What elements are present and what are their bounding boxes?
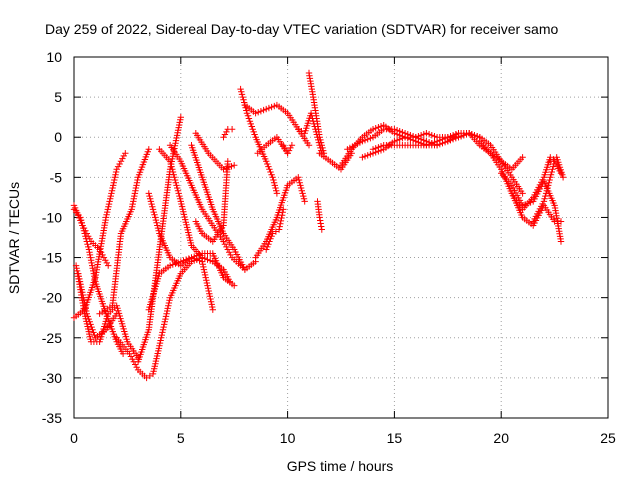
y-tick-label: 10 <box>46 49 62 65</box>
series-markers <box>220 126 236 141</box>
series-s4 <box>72 262 142 361</box>
series-s22 <box>280 142 296 157</box>
series-markers <box>145 250 238 313</box>
series-s9 <box>145 190 216 313</box>
series-markers <box>113 254 206 382</box>
series-s21 <box>263 206 287 253</box>
y-axis-label: SDTVAR / TECUs <box>6 182 22 294</box>
series-markers <box>166 142 249 273</box>
series-markers <box>263 206 287 253</box>
series-markers <box>145 190 216 313</box>
chart-title: Day 259 of 2022, Sidereal Day-to-day VTE… <box>45 21 558 37</box>
series-s13 <box>145 250 238 313</box>
plot-frame <box>73 56 609 419</box>
series-s24 <box>305 69 328 157</box>
series-markers <box>192 158 231 245</box>
series-s36 <box>547 154 567 181</box>
series-s1 <box>70 150 129 321</box>
x-tick-label: 0 <box>70 430 78 446</box>
series-markers <box>476 138 565 229</box>
x-tick-label: 5 <box>177 430 185 446</box>
series-markers <box>547 154 567 181</box>
series-markers <box>498 170 565 245</box>
series-s26 <box>314 198 325 233</box>
data-marks <box>70 69 567 382</box>
series-markers <box>96 146 152 317</box>
y-tick-label: -5 <box>50 169 63 185</box>
x-tick-label: 25 <box>600 430 616 446</box>
series-markers <box>237 85 281 197</box>
series-markers <box>70 202 112 269</box>
series-s5 <box>70 202 112 269</box>
series-markers <box>252 174 308 261</box>
y-tick-label: -25 <box>42 330 62 346</box>
y-tick-label: -10 <box>42 209 62 225</box>
series-s35 <box>530 158 565 225</box>
y-tick-label: -20 <box>42 290 62 306</box>
series-s19 <box>252 174 308 261</box>
series-s16 <box>220 126 236 141</box>
grid-lines <box>74 57 608 418</box>
series-markers <box>444 130 526 173</box>
series-markers <box>508 154 554 213</box>
series-s11 <box>166 142 249 273</box>
series-s33 <box>498 170 565 245</box>
series-markers <box>280 142 296 157</box>
x-tick-label: 15 <box>387 430 403 446</box>
y-tick-label: 0 <box>54 129 62 145</box>
series-s34 <box>508 154 554 213</box>
series-s14 <box>192 158 231 245</box>
series-markers <box>188 142 259 273</box>
series-markers <box>314 198 325 233</box>
series-markers <box>192 130 238 173</box>
series-s15 <box>192 130 238 173</box>
y-tick-label: -15 <box>42 250 62 266</box>
series-markers <box>530 158 565 225</box>
series-s32 <box>476 138 565 229</box>
series-markers <box>72 262 142 361</box>
series-s7 <box>113 254 206 382</box>
y-tick-label: -30 <box>42 370 62 386</box>
y-tick-label: -35 <box>42 410 62 426</box>
x-tick-label: 20 <box>493 430 509 446</box>
series-markers <box>305 69 328 157</box>
series-s31 <box>444 130 526 173</box>
y-tick-label: 5 <box>54 89 62 105</box>
series-s17 <box>237 85 281 197</box>
series-s6 <box>96 146 152 317</box>
series-s12 <box>188 142 259 273</box>
x-axis-label: GPS time / hours <box>287 458 394 474</box>
x-tick-label: 10 <box>280 430 296 446</box>
axis-ticks: 0 5 10 15 20 25 -35 -30 -25 -20 -15 -10 -5 0 5 10 <box>42 49 616 446</box>
series-markers <box>70 150 129 321</box>
